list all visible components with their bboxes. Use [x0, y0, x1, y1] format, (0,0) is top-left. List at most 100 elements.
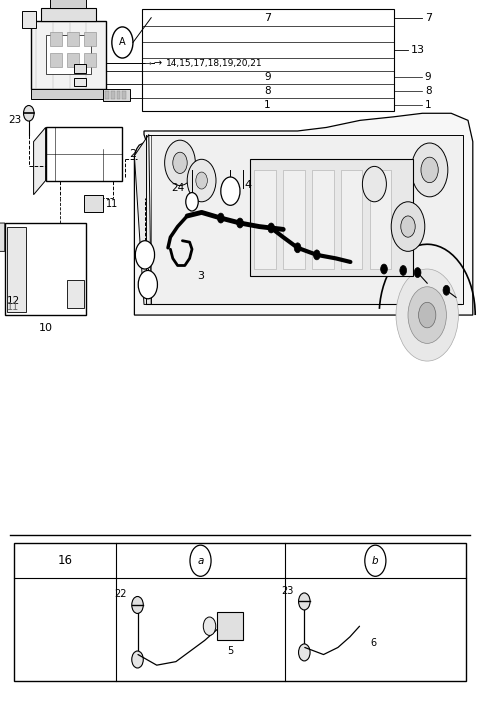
Bar: [103, 89, 130, 101]
Bar: [105, 91, 109, 99]
Text: →: →: [154, 58, 162, 68]
Text: →: →: [144, 59, 151, 67]
Text: 23: 23: [281, 586, 294, 596]
Text: 3: 3: [197, 271, 204, 281]
Polygon shape: [34, 127, 46, 195]
Text: a: a: [228, 186, 233, 196]
Bar: [74, 64, 86, 73]
Circle shape: [294, 243, 301, 253]
Bar: [46, 127, 122, 181]
Circle shape: [408, 287, 446, 343]
Bar: [122, 91, 126, 99]
Text: 7: 7: [264, 13, 271, 23]
Circle shape: [365, 545, 386, 576]
Circle shape: [165, 140, 195, 185]
Circle shape: [196, 172, 207, 189]
Text: 23: 23: [9, 115, 22, 125]
Circle shape: [414, 268, 421, 278]
Circle shape: [173, 152, 187, 173]
Text: 8: 8: [425, 86, 432, 96]
Circle shape: [421, 157, 438, 183]
Bar: [312, 170, 334, 269]
Bar: [50, 0, 86, 8]
Bar: [46, 35, 91, 74]
Text: 11: 11: [106, 199, 118, 209]
Bar: [254, 170, 276, 269]
Text: b: b: [372, 556, 379, 566]
Text: 9: 9: [425, 72, 432, 82]
Circle shape: [313, 250, 320, 260]
Text: 9: 9: [264, 72, 271, 82]
Circle shape: [362, 166, 386, 202]
Bar: [22, 11, 36, 28]
Circle shape: [190, 545, 211, 576]
Circle shape: [299, 593, 310, 610]
Text: 22: 22: [114, 589, 127, 600]
Bar: [67, 32, 79, 46]
Bar: [74, 78, 86, 86]
Bar: [283, 170, 305, 269]
Circle shape: [443, 285, 450, 295]
Circle shape: [112, 27, 133, 58]
Circle shape: [401, 216, 415, 237]
Polygon shape: [134, 113, 473, 315]
Bar: [370, 170, 391, 269]
Circle shape: [132, 651, 143, 668]
Polygon shape: [0, 223, 5, 251]
Polygon shape: [149, 135, 463, 304]
Circle shape: [391, 202, 425, 251]
Circle shape: [299, 644, 310, 661]
Circle shape: [186, 193, 198, 211]
Circle shape: [132, 596, 143, 613]
Text: 11: 11: [7, 302, 20, 312]
Bar: [84, 53, 96, 67]
Bar: [250, 159, 413, 276]
Text: 7: 7: [425, 13, 432, 23]
Text: 2: 2: [130, 149, 137, 159]
Text: a: a: [197, 556, 204, 566]
Bar: [84, 195, 103, 212]
Bar: [84, 32, 96, 46]
Circle shape: [381, 264, 387, 274]
Circle shape: [221, 177, 240, 205]
Bar: [31, 21, 106, 88]
Text: 24: 24: [171, 183, 185, 193]
Bar: [5, 223, 86, 315]
Circle shape: [24, 105, 34, 121]
Circle shape: [411, 143, 448, 197]
Text: A: A: [119, 38, 126, 47]
Circle shape: [396, 269, 458, 361]
Circle shape: [419, 302, 436, 328]
Text: 6: 6: [370, 637, 376, 648]
Bar: [50, 53, 62, 67]
Polygon shape: [70, 612, 84, 640]
Circle shape: [135, 241, 155, 269]
Polygon shape: [134, 135, 151, 304]
Polygon shape: [58, 605, 72, 647]
Text: 14,15,17,18,19,20,21: 14,15,17,18,19,20,21: [166, 59, 262, 67]
Bar: [117, 91, 120, 99]
Bar: [7, 227, 26, 312]
Circle shape: [187, 159, 216, 202]
Bar: [217, 612, 243, 640]
Bar: [142, 9, 394, 111]
Polygon shape: [360, 616, 386, 636]
Circle shape: [268, 223, 275, 233]
Text: 1: 1: [425, 100, 432, 110]
Text: b: b: [142, 250, 148, 260]
Circle shape: [237, 218, 243, 228]
Bar: [50, 32, 62, 46]
Circle shape: [204, 617, 216, 636]
Text: 10: 10: [38, 323, 53, 333]
Text: A: A: [144, 280, 151, 290]
Circle shape: [138, 270, 157, 299]
Circle shape: [400, 266, 407, 275]
Bar: [341, 170, 362, 269]
Bar: [31, 88, 106, 99]
Bar: [67, 280, 84, 308]
Text: 16: 16: [58, 554, 72, 567]
Text: 8: 8: [264, 86, 271, 96]
Text: 4: 4: [245, 181, 252, 190]
Text: 13: 13: [410, 45, 424, 55]
Bar: [41, 8, 96, 21]
